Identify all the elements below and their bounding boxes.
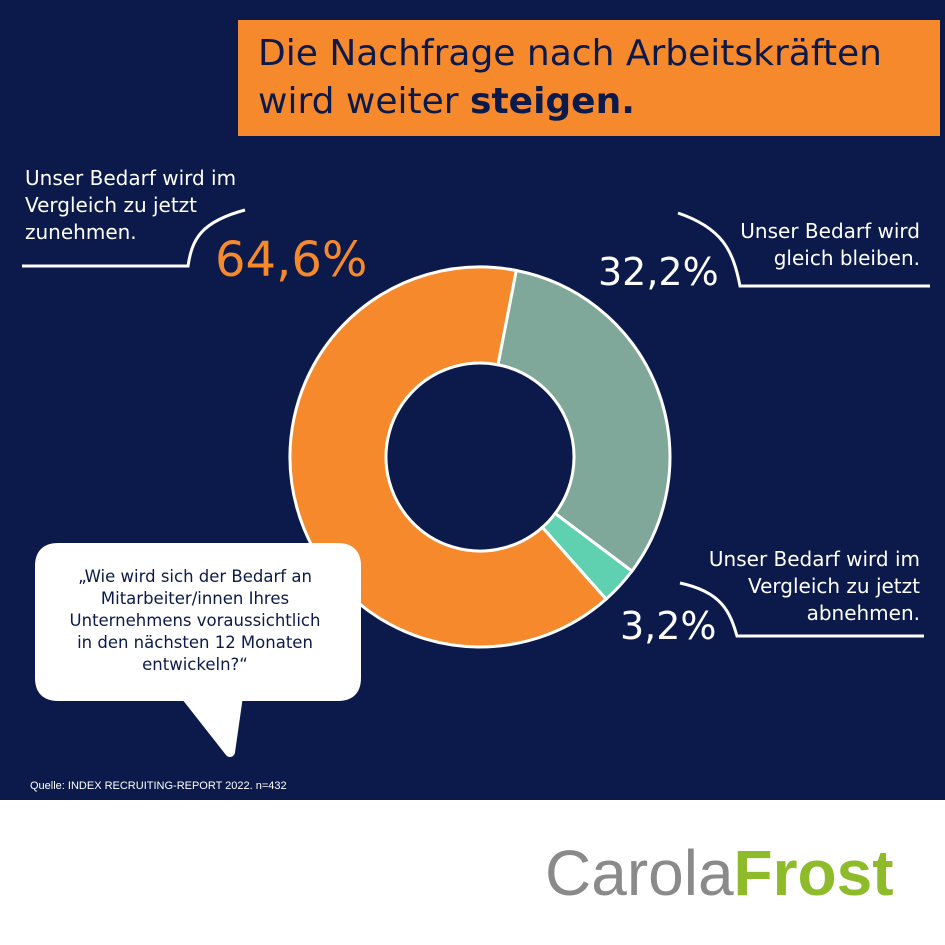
title-line-1: Die Nachfrage nach Arbeitskräften — [258, 33, 882, 74]
value-decrease: 3,2% — [620, 604, 717, 648]
title-emphasis: steigen. — [470, 81, 635, 122]
source-note: Quelle: INDEX RECRUITING-REPORT 2022. n=… — [30, 780, 287, 792]
leader-line-decrease — [679, 581, 924, 638]
label-same-line-1: Unser Bedarf wird — [740, 219, 920, 243]
question-line-3: Unternehmens voraussichtlich — [69, 611, 321, 630]
title-line-2-text: wird weiter — [258, 81, 471, 122]
label-decrease-line-2: Vergleich zu jetzt — [747, 574, 920, 598]
title-banner: Die Nachfrage nach Arbeitskräften wird w… — [238, 20, 940, 136]
leader-line-same — [677, 211, 930, 288]
donut-chart — [288, 265, 672, 649]
label-decrease-line-1: Unser Bedarf wird im — [708, 547, 920, 571]
label-same-line-2: gleich bleiben. — [773, 246, 920, 270]
label-decrease-line-3: abnehmen. — [806, 601, 920, 625]
logo-part-2: Frost — [733, 837, 894, 909]
label-increase: Unser Bedarf wird im Vergleich zu jetzt … — [25, 165, 236, 246]
question-line-4: in den nächsten 12 Monaten — [77, 633, 313, 652]
label-increase-line-3: zunehmen. — [25, 220, 137, 244]
donut-slice-same — [496, 268, 672, 574]
speech-bubble — [35, 543, 361, 757]
survey-question: „Wie wird sich der Bedarf an Mitarbeiter… — [50, 566, 340, 676]
logo-part-1: Carola — [545, 837, 734, 909]
question-line-2: Mitarbeiter/innen Ihres — [100, 589, 290, 608]
brand-logo: CarolaFrost — [545, 838, 894, 908]
donut-slice-increase — [288, 265, 609, 649]
title-line-2: wird weiter steigen. — [258, 78, 920, 126]
label-decrease: Unser Bedarf wird im Vergleich zu jetzt … — [686, 546, 920, 627]
value-increase: 64,6% — [215, 232, 368, 288]
question-line-5: entwickeln?“ — [142, 655, 248, 674]
value-same: 32,2% — [598, 250, 719, 294]
label-increase-line-2: Vergleich zu jetzt — [25, 193, 198, 217]
question-line-1: „Wie wird sich der Bedarf an — [78, 567, 312, 586]
label-increase-line-1: Unser Bedarf wird im — [25, 166, 237, 190]
label-same: Unser Bedarf wird gleich bleiben. — [728, 218, 920, 272]
leader-line-increase — [22, 208, 246, 268]
